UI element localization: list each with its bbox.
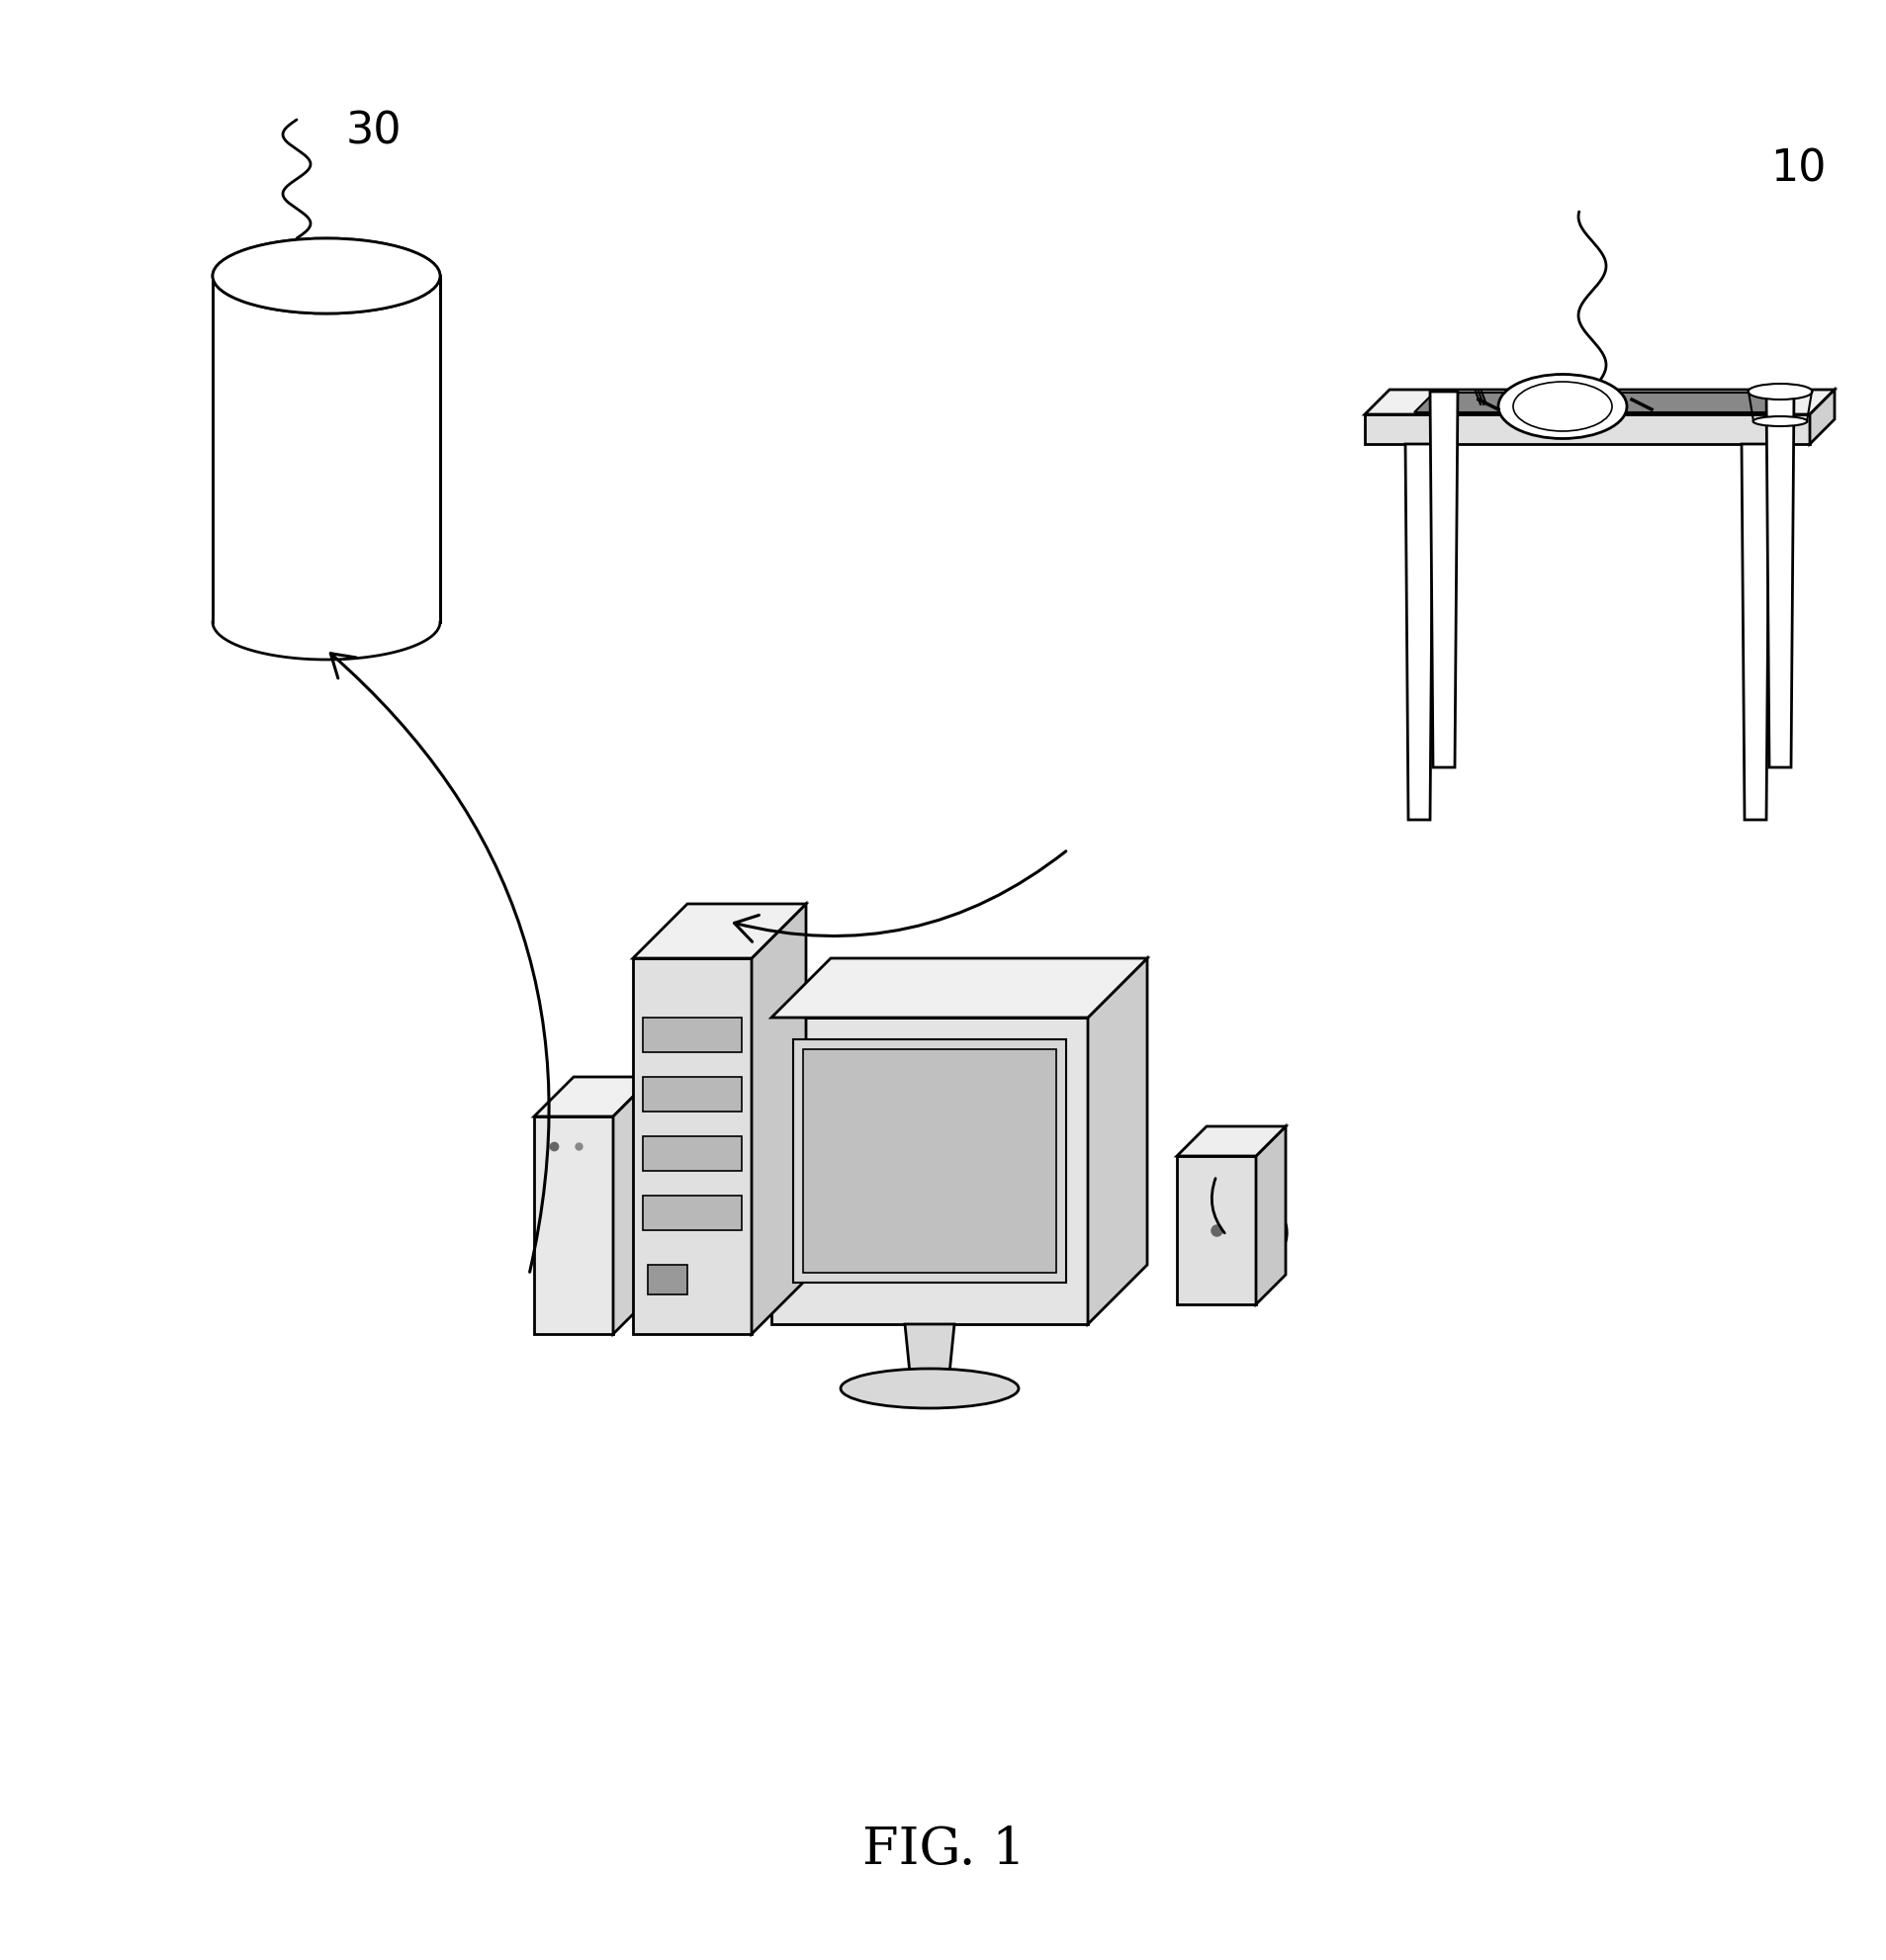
Polygon shape — [613, 1078, 653, 1335]
Polygon shape — [1364, 416, 1809, 445]
Polygon shape — [1364, 390, 1833, 416]
Ellipse shape — [213, 586, 439, 661]
Polygon shape — [803, 1051, 1056, 1274]
Ellipse shape — [213, 239, 439, 314]
Polygon shape — [643, 1137, 741, 1172]
Polygon shape — [643, 1017, 741, 1053]
Ellipse shape — [213, 239, 439, 314]
Polygon shape — [792, 1041, 1066, 1284]
Text: 10: 10 — [1769, 149, 1826, 190]
Polygon shape — [1177, 1127, 1284, 1156]
Polygon shape — [1088, 958, 1147, 1325]
Ellipse shape — [1752, 417, 1807, 427]
Polygon shape — [1430, 392, 1458, 768]
Polygon shape — [534, 1078, 653, 1117]
Ellipse shape — [1746, 384, 1811, 400]
Polygon shape — [771, 1017, 1088, 1325]
Polygon shape — [647, 1264, 687, 1296]
Polygon shape — [905, 1325, 954, 1374]
Polygon shape — [1741, 445, 1769, 821]
Polygon shape — [1413, 394, 1799, 414]
Polygon shape — [632, 904, 805, 958]
Ellipse shape — [839, 1368, 1018, 1409]
Polygon shape — [1809, 390, 1833, 445]
Ellipse shape — [1513, 382, 1611, 431]
Polygon shape — [643, 1196, 741, 1231]
Text: FIG. 1: FIG. 1 — [862, 1823, 1024, 1874]
Ellipse shape — [1497, 374, 1626, 439]
FancyArrowPatch shape — [1211, 1178, 1224, 1233]
Polygon shape — [1177, 1156, 1256, 1305]
Polygon shape — [632, 958, 751, 1335]
Polygon shape — [213, 276, 439, 623]
Polygon shape — [771, 958, 1147, 1017]
Polygon shape — [1405, 445, 1431, 821]
Polygon shape — [1256, 1127, 1284, 1305]
Text: 30: 30 — [345, 110, 402, 153]
Text: 20: 20 — [1235, 1215, 1292, 1258]
Polygon shape — [1765, 392, 1794, 768]
Polygon shape — [751, 904, 805, 1335]
Polygon shape — [643, 1078, 741, 1111]
Polygon shape — [534, 1117, 613, 1335]
FancyArrowPatch shape — [330, 655, 549, 1272]
FancyArrowPatch shape — [734, 853, 1066, 943]
